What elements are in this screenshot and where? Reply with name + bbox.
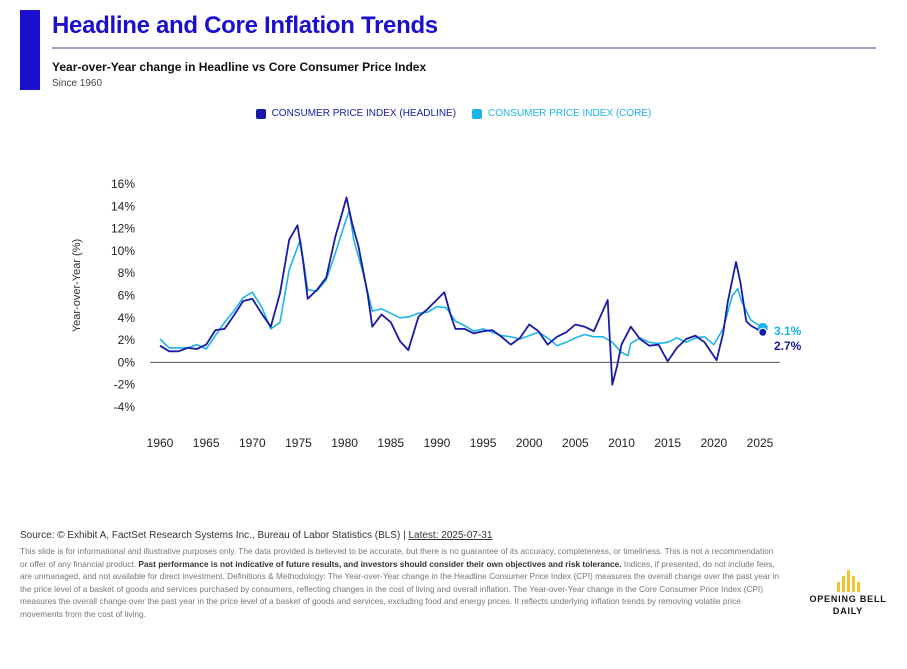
headline-end-label: 2.7% — [774, 339, 802, 353]
x-tick-label: 2025 — [747, 436, 774, 450]
x-tick-label: 1965 — [193, 436, 220, 450]
x-tick-label: 1975 — [285, 436, 312, 450]
y-tick-label: 2% — [118, 333, 136, 347]
x-tick-label: 2010 — [608, 436, 635, 450]
x-tick-label: 1985 — [377, 436, 404, 450]
x-tick-label: 1980 — [331, 436, 358, 450]
page-title: Headline and Core Inflation Trends — [52, 12, 438, 39]
source-line: Source: © Exhibit A, FactSet Research Sy… — [20, 530, 492, 541]
y-tick-label: 4% — [118, 311, 136, 325]
legend-item-headline: CONSUMER PRICE INDEX (HEADLINE) — [255, 108, 457, 119]
disclaimer-part-1: This slide is for informational and illu… — [20, 546, 774, 569]
legend-swatch-core — [472, 108, 483, 119]
source-text: Source: © Exhibit A, FactSet Research Sy… — [20, 530, 409, 541]
core-end-label: 3.1% — [774, 324, 802, 338]
y-tick-label: 10% — [111, 244, 135, 258]
accent-bar — [20, 10, 40, 90]
y-axis-label: Year-over-Year (%) — [71, 239, 83, 332]
logo-line-1: OPENING BELL — [809, 594, 887, 604]
x-tick-label: 2020 — [700, 436, 727, 450]
y-tick-label: 14% — [111, 199, 135, 213]
x-tick-label: 1970 — [239, 436, 266, 450]
bar-chart-icon — [800, 568, 896, 592]
legend-swatch-headline — [255, 108, 266, 119]
title-divider — [52, 47, 876, 49]
y-tick-label: 12% — [111, 222, 135, 236]
latest-date-link[interactable]: Latest: 2025-07-31 — [408, 530, 493, 541]
y-tick-label: -2% — [114, 378, 136, 392]
line-chart: 16% 14% 12% 10% 8% 6% 4% 2% 0% -2% -4% 1960 1965 1970… — [71, 177, 802, 450]
x-tick-label: 2015 — [654, 436, 681, 450]
headline-end-marker — [758, 327, 768, 337]
x-tick-label: 1990 — [424, 436, 451, 450]
legend-item-core: CONSUMER PRICE INDEX (CORE) — [472, 108, 651, 119]
disclaimer-part-2: Indices, if presented, do not include fe… — [20, 558, 780, 619]
chart-legend: CONSUMER PRICE INDEX (HEADLINE) CONSUMER… — [0, 108, 907, 119]
x-tick-label: 2005 — [562, 436, 589, 450]
x-tick-label: 1960 — [147, 436, 174, 450]
disclaimer: This slide is for informational and illu… — [20, 545, 780, 621]
chart-since-note: Since 1960 — [52, 78, 103, 89]
chart-subtitle: Year-over-Year change in Headline vs Cor… — [52, 60, 427, 74]
logo-line-2: DAILY — [832, 606, 864, 616]
headline-series-line — [159, 196, 764, 386]
disclaimer-bold: Past performance is not indicative of fu… — [138, 558, 622, 569]
y-tick-label: 6% — [118, 289, 136, 303]
y-tick-label: 8% — [118, 266, 136, 280]
y-tick-label: 16% — [111, 177, 135, 191]
brand-logo: OPENING BELL DAILY — [800, 568, 896, 616]
x-tick-label: 1995 — [470, 436, 497, 450]
y-tick-label: 0% — [118, 355, 136, 369]
y-tick-label: -4% — [114, 400, 136, 414]
core-series-line — [159, 210, 764, 357]
legend-label-core: CONSUMER PRICE INDEX (CORE) — [488, 108, 652, 119]
legend-label-headline: CONSUMER PRICE INDEX (HEADLINE) — [271, 108, 457, 119]
x-tick-label: 2000 — [516, 436, 543, 450]
